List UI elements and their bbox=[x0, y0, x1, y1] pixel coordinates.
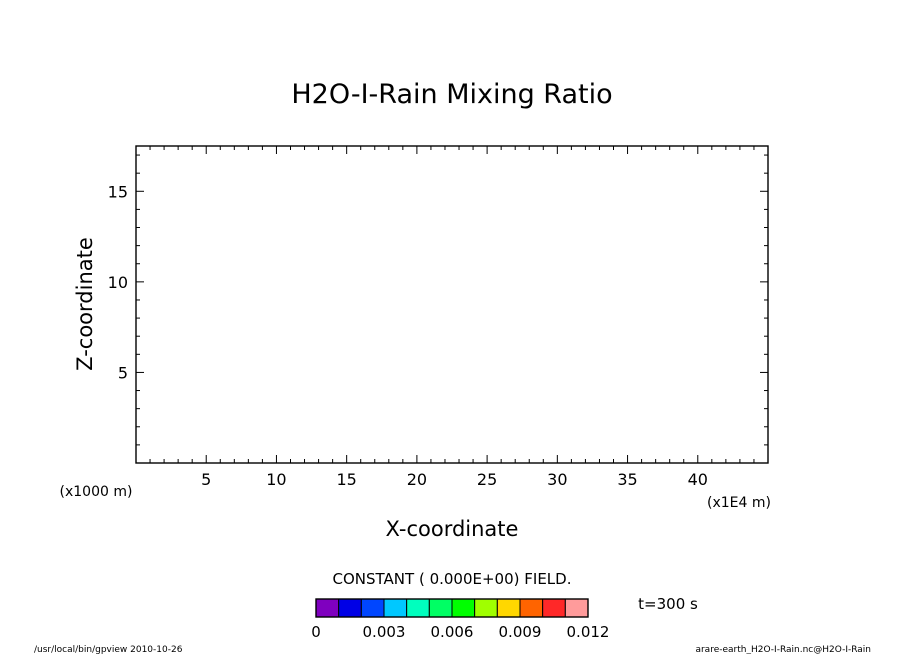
x-tick-labels: 5 10 15 20 25 30 35 40 bbox=[201, 470, 708, 489]
y-axis-label: Z-coordinate bbox=[73, 237, 97, 371]
footer-right: arare-earth_H2O-I-Rain.nc@H2O-I-Rain bbox=[695, 645, 871, 654]
x-axis-label: X-coordinate bbox=[386, 517, 519, 541]
colorbar bbox=[315, 598, 589, 618]
colorbar-cell bbox=[338, 598, 362, 618]
colorbar-tick-label: 0.003 bbox=[363, 623, 406, 641]
colorbar-cell bbox=[474, 598, 498, 618]
y-unit-label: (x1000 m) bbox=[60, 484, 133, 500]
colorbar-cell bbox=[360, 598, 385, 618]
colorbar-tick-label: 0.012 bbox=[567, 623, 610, 641]
x-tick-label: 40 bbox=[688, 470, 708, 489]
colorbar-tick-label: 0.006 bbox=[431, 623, 474, 641]
x-tick-label: 5 bbox=[201, 470, 211, 489]
footer-left: /usr/local/bin/gpview 2010-10-26 bbox=[34, 645, 183, 654]
x-tick-label: 15 bbox=[336, 470, 356, 489]
x-tick-label: 25 bbox=[477, 470, 497, 489]
colorbar-tick-label: 0 bbox=[311, 623, 321, 641]
colorbar-cell bbox=[406, 598, 430, 618]
x-tick-label: 10 bbox=[266, 470, 286, 489]
y-tick-label: 10 bbox=[108, 273, 128, 292]
field-note: CONSTANT ( 0.000E+00) FIELD. bbox=[333, 570, 572, 588]
x-tick-label: 20 bbox=[407, 470, 427, 489]
colorbar-tick-labels: 0 0.003 0.006 0.009 0.012 bbox=[311, 623, 609, 641]
x-tick-label: 35 bbox=[617, 470, 637, 489]
colorbar-cell bbox=[315, 598, 340, 618]
y-tick-label: 5 bbox=[118, 363, 128, 382]
colorbar-tick-label: 0.009 bbox=[499, 623, 542, 641]
x-unit-label: (x1E4 m) bbox=[707, 495, 771, 511]
time-label: t=300 s bbox=[638, 595, 698, 613]
axis-ticks bbox=[136, 146, 768, 463]
y-tick-labels: 5 10 15 bbox=[108, 182, 128, 382]
chart-title: H2O-I-Rain Mixing Ratio bbox=[291, 79, 612, 110]
colorbar-cell bbox=[496, 598, 521, 618]
y-tick-label: 15 bbox=[108, 182, 128, 201]
x-tick-label: 30 bbox=[547, 470, 567, 489]
colorbar-frame bbox=[315, 598, 589, 618]
colorbar-cell bbox=[428, 598, 453, 618]
colorbar-cell bbox=[383, 598, 408, 618]
colorbar-cell bbox=[542, 598, 566, 618]
plot-frame bbox=[135, 145, 769, 464]
colorbar-cell bbox=[451, 598, 476, 618]
colorbar-cell bbox=[564, 598, 589, 618]
colorbar-cell bbox=[519, 598, 544, 618]
